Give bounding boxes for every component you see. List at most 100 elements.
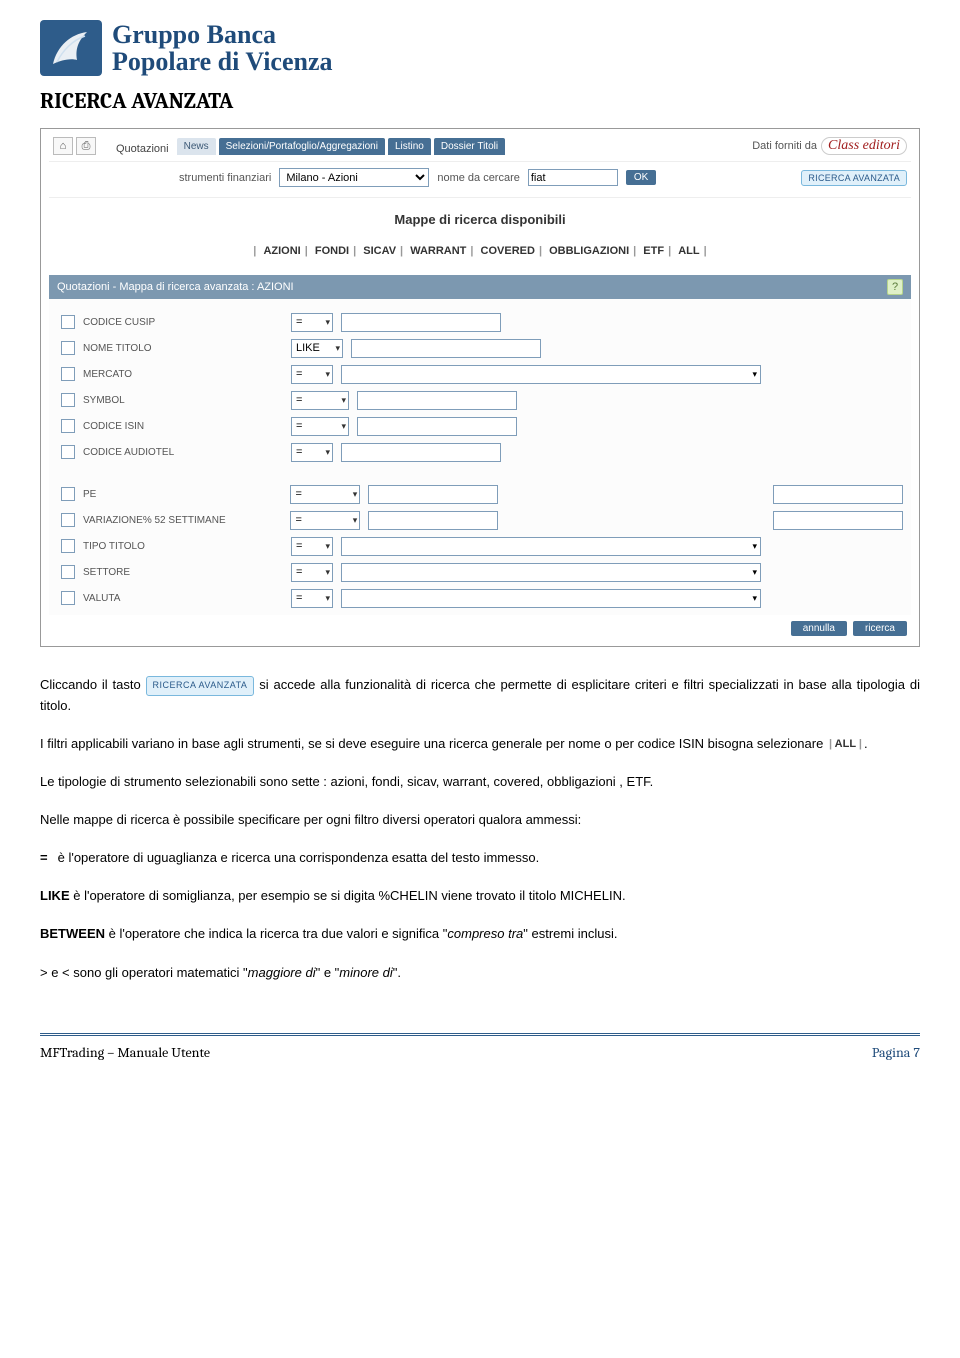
filter-row: SYMBOL=▾ [61, 389, 903, 411]
filter-input-from[interactable] [368, 485, 498, 504]
top-nav: News Selezioni/Portafoglio/Aggregazioni … [177, 138, 506, 155]
filter-row: TIPO TITOLO =▾ ▾ [61, 535, 903, 557]
filter-row: PE =▾ [61, 483, 903, 505]
paragraph-4: Nelle mappe di ricerca è possibile speci… [40, 810, 920, 830]
operator-select[interactable]: =▾ [291, 417, 349, 436]
mappe-title: Mappe di ricerca disponibili [49, 198, 911, 245]
filter-label: VALUTA [83, 593, 283, 604]
operator-select[interactable]: =▾ [291, 443, 333, 462]
filter-checkbox[interactable] [61, 367, 75, 381]
filter-label: PE [83, 489, 282, 500]
brand-logo-line1: Gruppo Banca [112, 21, 333, 48]
filter-select[interactable]: ▾ [341, 563, 761, 582]
search-row: strumenti finanziari Milano - Azioni nom… [49, 162, 911, 198]
panel-footer: annulla ricerca [49, 615, 911, 638]
filter-checkbox[interactable] [61, 341, 75, 355]
filter-label: MERCATO [83, 369, 283, 380]
filter-checkbox[interactable] [61, 539, 75, 553]
filter-row: SETTORE =▾ ▾ [61, 561, 903, 583]
filter-row: CODICE AUDIOTEL =▾ [61, 441, 903, 463]
maptab-warrant[interactable]: WARRANT [408, 245, 468, 257]
filter-checkbox[interactable] [61, 315, 75, 329]
paragraph-3: Le tipologie di strumento selezionabili … [40, 772, 920, 792]
filter-checkbox[interactable] [61, 487, 75, 501]
tab-news[interactable]: News [177, 138, 216, 155]
filter-checkbox[interactable] [61, 591, 75, 605]
app-screenshot: ⌂ ⎙ Quotazioni News Selezioni/Portafogli… [40, 128, 920, 647]
home-icon[interactable]: ⌂ [53, 137, 73, 155]
tab-selezioni[interactable]: Selezioni/Portafoglio/Aggregazioni [219, 138, 385, 155]
filter-label: CODICE AUDIOTEL [83, 447, 283, 458]
filter-label: TIPO TITOLO [83, 541, 283, 552]
maptab-etf[interactable]: ETF [641, 245, 666, 257]
nome-input[interactable] [528, 169, 618, 186]
operator-select[interactable]: LIKE▾ [291, 339, 343, 358]
filter-input-to[interactable] [773, 511, 903, 530]
maptab-covered[interactable]: COVERED [479, 245, 537, 257]
filter-row: VARIAZIONE% 52 SETTIMANE=▾ [61, 509, 903, 531]
operator-select[interactable]: =▾ [291, 537, 333, 556]
filter-input[interactable] [351, 339, 541, 358]
filter-input[interactable] [341, 313, 501, 332]
footer-left: MFTrading – Manuale Utente [40, 1044, 210, 1061]
filter-row: VALUTA =▾ ▾ [61, 587, 903, 609]
data-provider: Dati forniti da Class editori [752, 137, 907, 155]
filter-select[interactable]: ▾ [341, 589, 761, 608]
filter-checkbox[interactable] [61, 445, 75, 459]
filter-label: SETTORE [83, 567, 283, 578]
filter-row: CODICE ISIN =▾ [61, 415, 903, 437]
ricerca-avanzata-button[interactable]: RICERCA AVANZATA [801, 170, 907, 186]
maptab-azioni[interactable]: AZIONI [261, 245, 302, 257]
operator-select[interactable]: =▾ [291, 391, 349, 410]
filter-row: MERCATO =▾ ▾ [61, 363, 903, 385]
panel-header: Quotazioni - Mappa di ricerca avanzata :… [49, 275, 911, 299]
operator-gtlt: > e < sono gli operatori matematici "mag… [40, 963, 920, 983]
maptab-sicav[interactable]: SICAV [361, 245, 398, 257]
maptab-obbl[interactable]: OBBLIGAZIONI [547, 245, 631, 257]
body-text: Cliccando il tasto RICERCA AVANZATA si a… [40, 675, 920, 983]
filter-input[interactable] [341, 443, 501, 462]
operator-like: LIKE è l'operatore di somiglianza, per e… [40, 886, 920, 906]
page-title: RICERCA AVANZATA [40, 88, 920, 114]
filter-input-from[interactable] [368, 511, 498, 530]
filter-input[interactable] [357, 391, 517, 410]
filter-checkbox[interactable] [61, 513, 75, 527]
tab-listino[interactable]: Listino [388, 138, 431, 155]
filter-input[interactable]: ▾ [341, 365, 761, 384]
data-provider-brand: Class editori [821, 137, 907, 155]
operator-select[interactable]: =▾ [291, 365, 333, 384]
filter-checkbox[interactable] [61, 565, 75, 579]
print-icon[interactable]: ⎙ [76, 137, 96, 155]
inline-ricerca-avanzata-button: RICERCA AVANZATA [146, 676, 255, 696]
filter-label: CODICE ISIN [83, 421, 283, 432]
brand-logo-text: Gruppo Banca Popolare di Vicenza [112, 21, 333, 76]
tab-dossier[interactable]: Dossier Titoli [434, 138, 505, 155]
operator-select[interactable]: =▾ [291, 563, 333, 582]
quotazioni-label: Quotazioni [116, 143, 169, 155]
operator-eq: = è l'operatore di uguaglianza e ricerca… [40, 848, 920, 868]
data-provider-label: Dati forniti da [752, 140, 817, 152]
filter-checkbox[interactable] [61, 393, 75, 407]
filter-input-to[interactable] [773, 485, 903, 504]
page-footer: MFTrading – Manuale Utente Pagina 7 [40, 1044, 920, 1061]
strumenti-label: strumenti finanziari [179, 172, 271, 184]
strumenti-select[interactable]: Milano - Azioni [279, 168, 429, 187]
filter-label: NOME TITOLO [83, 343, 283, 354]
filter-select[interactable]: ▾ [341, 537, 761, 556]
operator-select[interactable]: =▾ [291, 313, 333, 332]
filter-input[interactable] [357, 417, 517, 436]
ricerca-button[interactable]: ricerca [853, 621, 907, 636]
ok-button[interactable]: OK [626, 170, 656, 185]
maptab-all[interactable]: ALL [676, 245, 701, 257]
filter-checkbox[interactable] [61, 419, 75, 433]
paragraph-2: I filtri applicabili variano in base agl… [40, 734, 920, 754]
nome-label: nome da cercare [437, 172, 520, 184]
annulla-button[interactable]: annulla [791, 621, 847, 636]
operator-select[interactable]: =▾ [290, 485, 360, 504]
brand-logo-icon [40, 20, 102, 76]
maptab-fondi[interactable]: FONDI [313, 245, 351, 257]
operator-select[interactable]: =▾ [291, 589, 333, 608]
operator-select[interactable]: =▾ [290, 511, 360, 530]
footer-rule [40, 1033, 920, 1036]
help-icon[interactable]: ? [887, 279, 903, 295]
